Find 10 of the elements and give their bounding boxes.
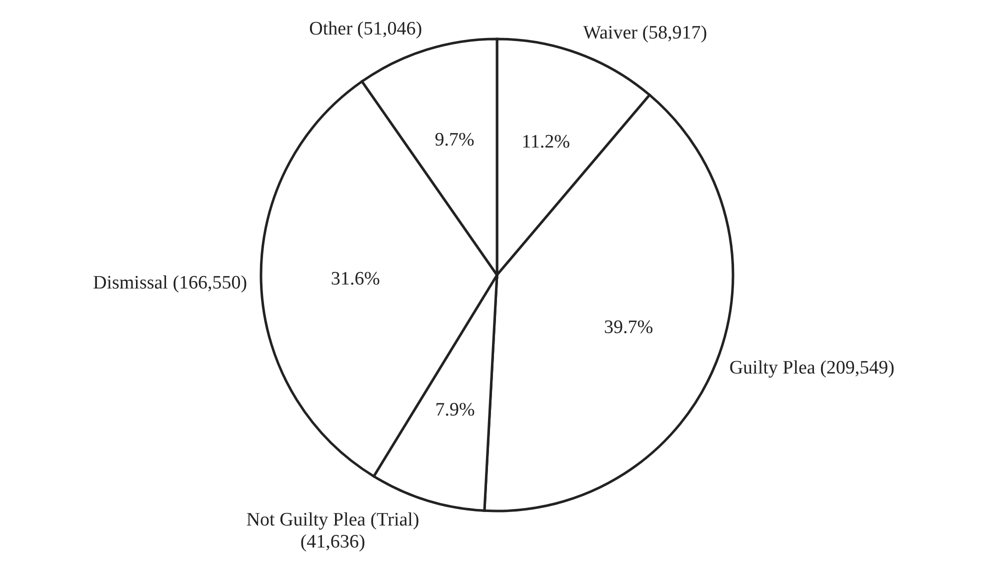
data-label: 9.7% bbox=[434, 129, 475, 150]
slice-label: Waiver (58,917) bbox=[583, 22, 708, 44]
slice-label: Dismissal (166,550) bbox=[93, 272, 248, 294]
slice-label: Other (51,046) bbox=[309, 18, 422, 40]
data-label: 39.7% bbox=[604, 316, 654, 338]
slice-label: Not Guilty Plea (Trial) (41,636) bbox=[246, 510, 420, 553]
data-label: 11.2% bbox=[522, 132, 570, 153]
slice-label: Guilty Plea (209,549) bbox=[729, 357, 895, 378]
data-label: 7.9% bbox=[435, 400, 475, 421]
data-label: 31.6% bbox=[330, 268, 380, 290]
